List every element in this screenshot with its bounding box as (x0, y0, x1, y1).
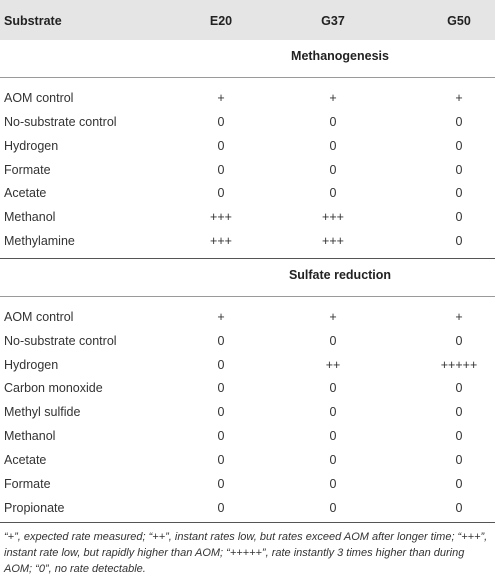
section-end-rule (0, 522, 495, 523)
substrate-cell: Acetate (4, 453, 47, 467)
substrate-cell: Propionate (4, 501, 65, 515)
g50-cell: 0 (455, 139, 463, 153)
g37-cell: ++ (325, 358, 341, 372)
e20-cell: 0 (217, 429, 225, 443)
g37-cell: 0 (329, 405, 337, 419)
table-header: Substrate E20 G37 G50 (0, 0, 495, 40)
e20-cell: 0 (217, 115, 225, 129)
g37-cell: 0 (329, 453, 337, 467)
e20-cell: 0 (217, 405, 225, 419)
substrate-cell: Methyl sulfide (4, 405, 81, 419)
substrate-cell: Acetate (4, 186, 47, 200)
g37-cell: 0 (329, 186, 337, 200)
header-e20: E20 (209, 14, 233, 28)
e20-cell: 0 (217, 186, 225, 200)
e20-cell: 0 (217, 501, 225, 515)
g50-cell: + (455, 91, 463, 105)
e20-cell: 0 (217, 358, 225, 372)
g37-cell: 0 (329, 115, 337, 129)
g37-cell: +++ (322, 210, 344, 224)
header-g37: G37 (321, 14, 345, 28)
g50-cell: 0 (455, 210, 463, 224)
g50-cell: 0 (455, 453, 463, 467)
g37-cell: 0 (329, 501, 337, 515)
section-title: Sulfate reduction (288, 268, 392, 282)
substrate-cell: Methanol (4, 210, 56, 224)
g50-cell: 0 (455, 115, 463, 129)
g37-cell: +++ (322, 234, 344, 248)
g50-cell: 0 (455, 477, 463, 491)
g50-cell: 0 (455, 334, 463, 348)
e20-cell: 0 (217, 139, 225, 153)
section-title: Methanogenesis (291, 49, 389, 63)
g50-cell: 0 (455, 405, 463, 419)
g37-cell: 0 (329, 381, 337, 395)
e20-cell: 0 (217, 334, 225, 348)
g50-cell: 0 (455, 186, 463, 200)
e20-cell: 0 (217, 163, 225, 177)
e20-cell: +++ (210, 234, 232, 248)
e20-cell: 0 (217, 381, 225, 395)
substrate-cell: Formate (4, 477, 51, 491)
g50-cell: 0 (455, 501, 463, 515)
e20-cell: 0 (217, 453, 225, 467)
g37-cell: 0 (329, 163, 337, 177)
g50-cell: + (455, 310, 463, 324)
g37-cell: 0 (329, 334, 337, 348)
section-divider (0, 77, 495, 78)
header-g50: G50 (447, 14, 471, 28)
g50-cell: +++++ (440, 358, 478, 372)
substrate-cell: Methylamine (4, 234, 75, 248)
g37-cell: + (329, 91, 337, 105)
header-substrate: Substrate (4, 14, 62, 28)
substrate-cell: AOM control (4, 91, 74, 105)
e20-cell: + (217, 310, 225, 324)
substrate-cell: AOM control (4, 310, 74, 324)
g37-cell: + (329, 310, 337, 324)
e20-cell: 0 (217, 477, 225, 491)
g50-cell: 0 (455, 429, 463, 443)
g50-cell: 0 (455, 381, 463, 395)
g50-cell: 0 (455, 234, 463, 248)
substrate-cell: Hydrogen (4, 358, 59, 372)
e20-cell: + (217, 91, 225, 105)
substrate-cell: Hydrogen (4, 139, 59, 153)
section-divider (0, 296, 495, 297)
section-end-rule (0, 258, 495, 259)
e20-cell: +++ (210, 210, 232, 224)
g50-cell: 0 (455, 163, 463, 177)
substrate-cell: Formate (4, 163, 51, 177)
substrate-cell: Carbon monoxide (4, 381, 103, 395)
g37-cell: 0 (329, 477, 337, 491)
g37-cell: 0 (329, 139, 337, 153)
g37-cell: 0 (329, 429, 337, 443)
table-footnote: “+”, expected rate measured; “++”, insta… (4, 531, 488, 575)
substrate-cell: Methanol (4, 429, 56, 443)
substrate-cell: No-substrate control (4, 334, 117, 348)
substrate-cell: No-substrate control (4, 115, 117, 129)
